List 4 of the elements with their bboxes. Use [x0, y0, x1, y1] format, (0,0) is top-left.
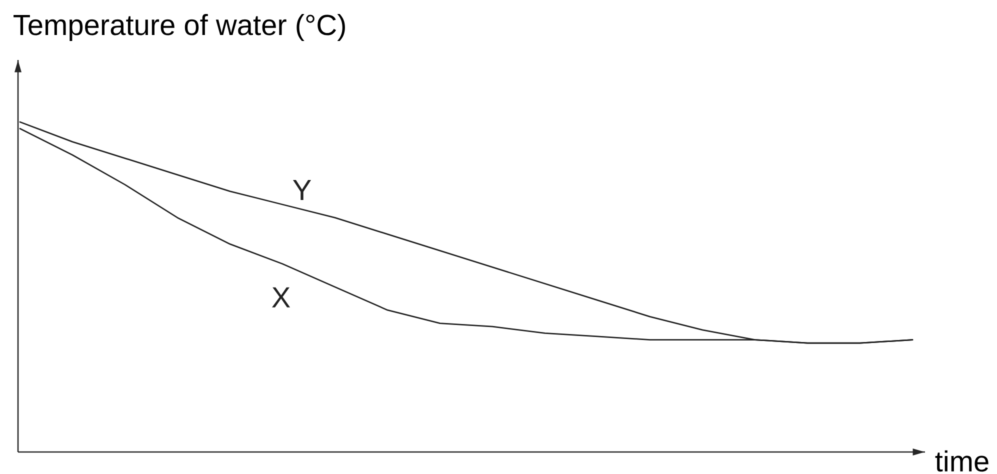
series-label: Y: [292, 180, 312, 200]
x-axis-title: time: [935, 450, 988, 472]
y-axis-title: Temperature of water (°C): [14, 14, 345, 42]
series-label: X: [272, 287, 290, 308]
